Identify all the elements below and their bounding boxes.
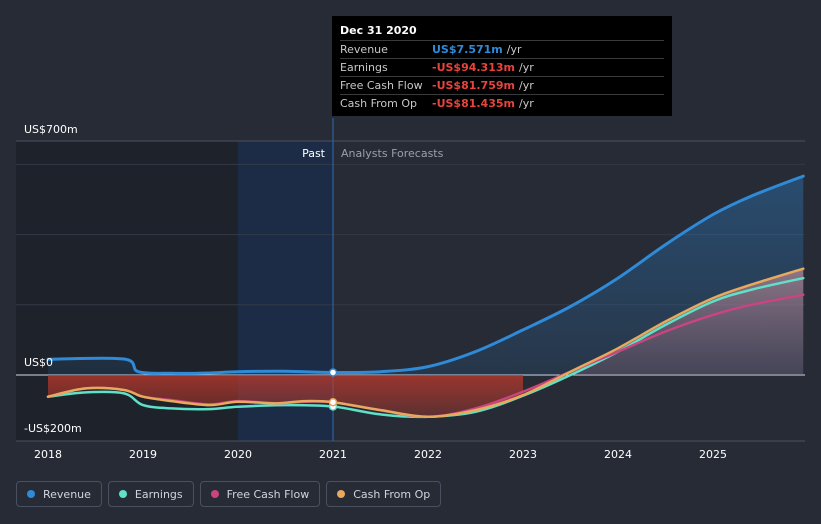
revenue-line (46, 174, 805, 375)
tooltip-value: US$7.571m (432, 43, 503, 56)
negative-cashflow-area (48, 375, 523, 417)
legend-label: Cash From Op (353, 487, 431, 501)
legend-item-earnings[interactable]: Earnings (107, 481, 194, 507)
tooltip-unit: /yr (518, 61, 534, 74)
legend-item-free-cash-flow[interactable]: Free Cash Flow (199, 481, 321, 507)
tooltip-row: Revenue US$7.571m /yr (340, 40, 664, 58)
y-axis-label-zero: US$0 (24, 356, 53, 369)
y-axis-label-top: US$700m (24, 123, 78, 136)
tooltip: Dec 31 2020 Revenue US$7.571m /yr Earnin… (332, 16, 672, 116)
tooltip-label: Earnings (340, 61, 388, 74)
legend-item-revenue[interactable]: Revenue (16, 481, 102, 507)
earnings-line (46, 276, 805, 419)
revenue-marker (328, 368, 338, 377)
x-tick-label: 2024 (604, 448, 632, 461)
revenue-area (48, 176, 804, 375)
tooltip-unit: /yr (506, 43, 522, 56)
legend-label: Free Cash Flow (226, 487, 310, 501)
x-tick-label: 2022 (414, 448, 442, 461)
legend: Revenue Earnings Free Cash Flow Cash Fro… (16, 481, 442, 507)
tooltip-row: Free Cash Flow -US$81.759m /yr (340, 76, 664, 94)
free-cash-flow-dot-icon (210, 490, 219, 498)
y-axis-label-bottom: -US$200m (24, 422, 82, 435)
tooltip-value: -US$81.435m (432, 97, 515, 110)
x-tick-label: 2020 (224, 448, 252, 461)
cash-from-op-dot-icon (337, 490, 346, 498)
legend-item-cash-from-op[interactable]: Cash From Op (326, 481, 442, 507)
forecast-label: Analysts Forecasts (341, 147, 444, 160)
cash-from-op-marker (328, 397, 338, 407)
past-label: Past (302, 147, 326, 160)
tooltip-row: Cash From Op -US$81.435m /yr (340, 94, 664, 112)
x-tick-label: 2023 (509, 448, 537, 461)
cash-from-op-line (46, 267, 805, 419)
tooltip-label: Revenue (340, 43, 388, 56)
x-tick-label: 2025 (699, 448, 727, 461)
tooltip-label: Cash From Op (340, 97, 418, 110)
tooltip-unit: /yr (518, 79, 534, 92)
tooltip-value: -US$81.759m (432, 79, 515, 92)
tooltip-row: Earnings -US$94.313m /yr (340, 58, 664, 76)
tooltip-date: Dec 31 2020 (340, 24, 417, 37)
earnings-dot-icon (118, 490, 127, 498)
x-tick-label: 2021 (319, 448, 347, 461)
x-tick-label: 2019 (129, 448, 157, 461)
revenue-dot-icon (27, 490, 35, 498)
positive-cashflow-area (570, 268, 804, 375)
legend-label: Earnings (134, 487, 183, 501)
tooltip-unit: /yr (518, 97, 534, 110)
x-tick-label: 2018 (34, 448, 62, 461)
legend-label: Revenue (43, 487, 91, 501)
tooltip-value: -US$94.313m (432, 61, 515, 74)
tooltip-label: Free Cash Flow (340, 79, 423, 92)
